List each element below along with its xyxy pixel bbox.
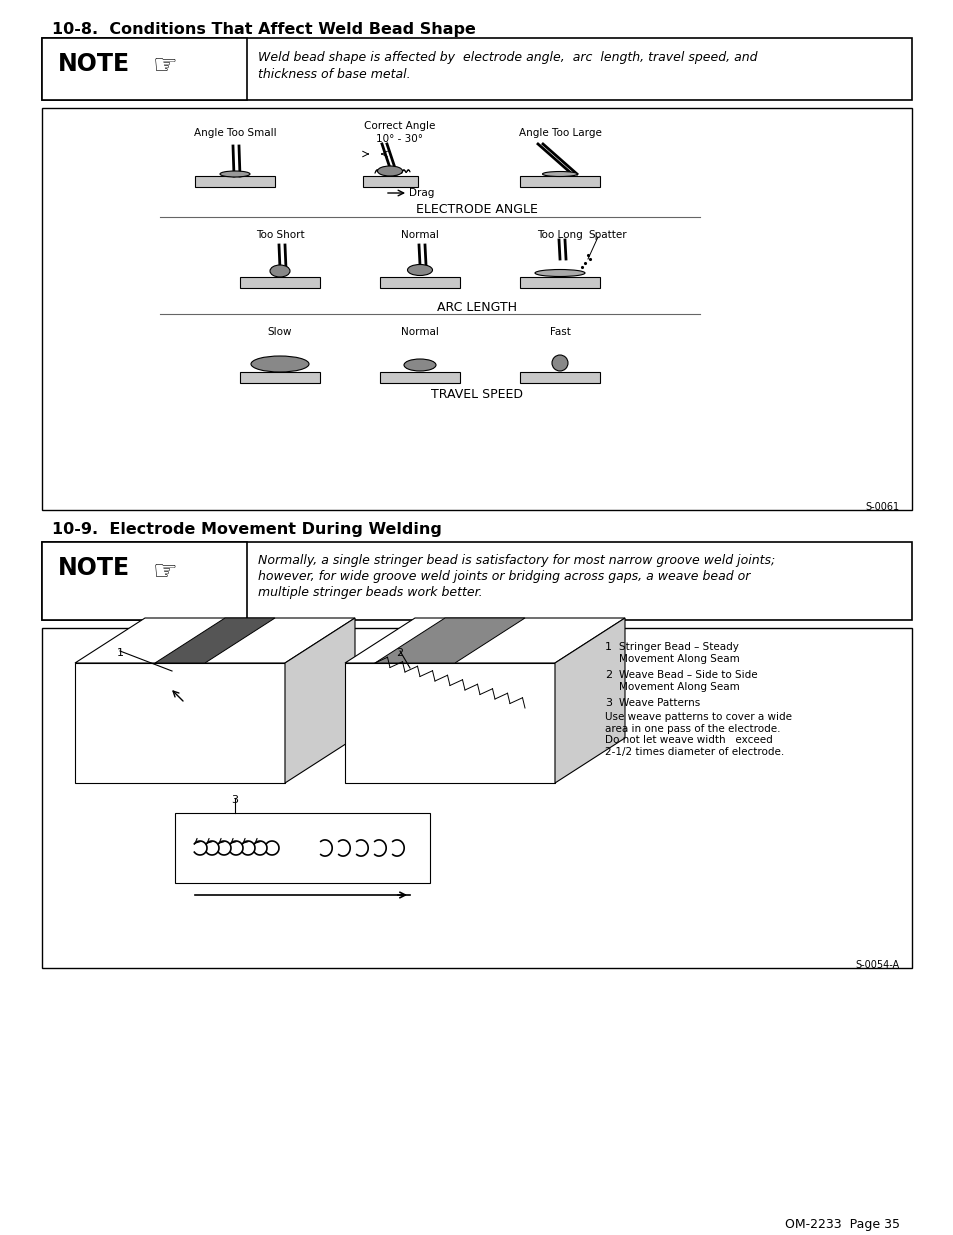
Polygon shape bbox=[154, 618, 274, 663]
Text: NOTE: NOTE bbox=[58, 52, 130, 77]
Bar bbox=[42, 38, 247, 100]
Text: ☞: ☞ bbox=[152, 52, 177, 80]
Ellipse shape bbox=[552, 354, 567, 370]
Text: S-0054-A: S-0054-A bbox=[855, 960, 899, 969]
Text: 2: 2 bbox=[396, 648, 403, 658]
Text: Weld bead shape is affected by  electrode angle,  arc  length, travel speed, and: Weld bead shape is affected by electrode… bbox=[257, 51, 757, 64]
Ellipse shape bbox=[270, 266, 290, 277]
Text: ARC LENGTH: ARC LENGTH bbox=[436, 301, 517, 314]
Polygon shape bbox=[75, 663, 285, 783]
Text: 3: 3 bbox=[232, 795, 238, 805]
Ellipse shape bbox=[403, 359, 436, 370]
Bar bbox=[174, 813, 430, 883]
Text: Angle Too Small: Angle Too Small bbox=[193, 128, 276, 138]
Polygon shape bbox=[555, 618, 624, 783]
Bar bbox=[519, 372, 599, 383]
Text: 10-8.  Conditions That Affect Weld Bead Shape: 10-8. Conditions That Affect Weld Bead S… bbox=[52, 22, 476, 37]
Text: Normal: Normal bbox=[400, 327, 438, 337]
Text: ☞: ☞ bbox=[152, 558, 177, 585]
Ellipse shape bbox=[220, 170, 250, 177]
Ellipse shape bbox=[407, 264, 432, 275]
Ellipse shape bbox=[535, 269, 584, 277]
Text: 1: 1 bbox=[604, 642, 612, 652]
Text: Use weave patterns to cover a wide
area in one pass of the electrode.
Do not let: Use weave patterns to cover a wide area … bbox=[604, 713, 791, 757]
Text: 10° - 30°: 10° - 30° bbox=[376, 135, 423, 144]
Text: 10-9.  Electrode Movement During Welding: 10-9. Electrode Movement During Welding bbox=[52, 522, 441, 537]
Text: Drag: Drag bbox=[409, 188, 434, 198]
Polygon shape bbox=[75, 618, 355, 663]
Polygon shape bbox=[345, 618, 624, 663]
Bar bbox=[240, 277, 319, 288]
Polygon shape bbox=[285, 618, 355, 783]
Bar bbox=[42, 38, 911, 100]
Text: ELECTRODE ANGLE: ELECTRODE ANGLE bbox=[416, 203, 537, 216]
Text: however, for wide groove weld joints or bridging across gaps, a weave bead or: however, for wide groove weld joints or … bbox=[257, 571, 750, 583]
Bar bbox=[42, 542, 911, 620]
Ellipse shape bbox=[542, 172, 577, 177]
Text: multiple stringer beads work better.: multiple stringer beads work better. bbox=[257, 585, 482, 599]
Bar bbox=[363, 177, 417, 186]
Bar bbox=[240, 372, 319, 383]
Text: TRAVEL SPEED: TRAVEL SPEED bbox=[431, 388, 522, 401]
Text: Spatter: Spatter bbox=[587, 230, 626, 240]
Text: OM-2233  Page 35: OM-2233 Page 35 bbox=[784, 1218, 899, 1231]
Text: S-0061: S-0061 bbox=[865, 501, 899, 513]
Text: Correct Angle: Correct Angle bbox=[364, 121, 436, 131]
Text: 2: 2 bbox=[604, 671, 612, 680]
Bar bbox=[42, 107, 911, 510]
Text: 3: 3 bbox=[604, 698, 612, 708]
Text: Weave Patterns: Weave Patterns bbox=[618, 698, 700, 708]
Polygon shape bbox=[345, 663, 555, 783]
Ellipse shape bbox=[251, 356, 309, 372]
Text: Stringer Bead – Steady
Movement Along Seam: Stringer Bead – Steady Movement Along Se… bbox=[618, 642, 739, 663]
Text: Normal: Normal bbox=[400, 230, 438, 240]
Text: Too Long: Too Long bbox=[537, 230, 582, 240]
Bar bbox=[519, 277, 599, 288]
Bar bbox=[194, 177, 274, 186]
Text: Weave Bead – Side to Side
Movement Along Seam: Weave Bead – Side to Side Movement Along… bbox=[618, 671, 757, 692]
Bar bbox=[42, 629, 911, 968]
Bar bbox=[379, 372, 459, 383]
Text: NOTE: NOTE bbox=[58, 556, 130, 580]
Text: Normally, a single stringer bead is satisfactory for most narrow groove weld joi: Normally, a single stringer bead is sati… bbox=[257, 555, 775, 567]
Text: thickness of base metal.: thickness of base metal. bbox=[257, 68, 410, 82]
Text: Angle Too Large: Angle Too Large bbox=[518, 128, 600, 138]
Bar bbox=[519, 177, 599, 186]
Bar bbox=[379, 277, 459, 288]
Text: Slow: Slow bbox=[268, 327, 292, 337]
Text: 1: 1 bbox=[116, 648, 123, 658]
Text: Fast: Fast bbox=[549, 327, 570, 337]
Bar bbox=[42, 542, 247, 620]
Ellipse shape bbox=[377, 165, 402, 177]
Polygon shape bbox=[375, 618, 524, 663]
Text: Too Short: Too Short bbox=[255, 230, 304, 240]
